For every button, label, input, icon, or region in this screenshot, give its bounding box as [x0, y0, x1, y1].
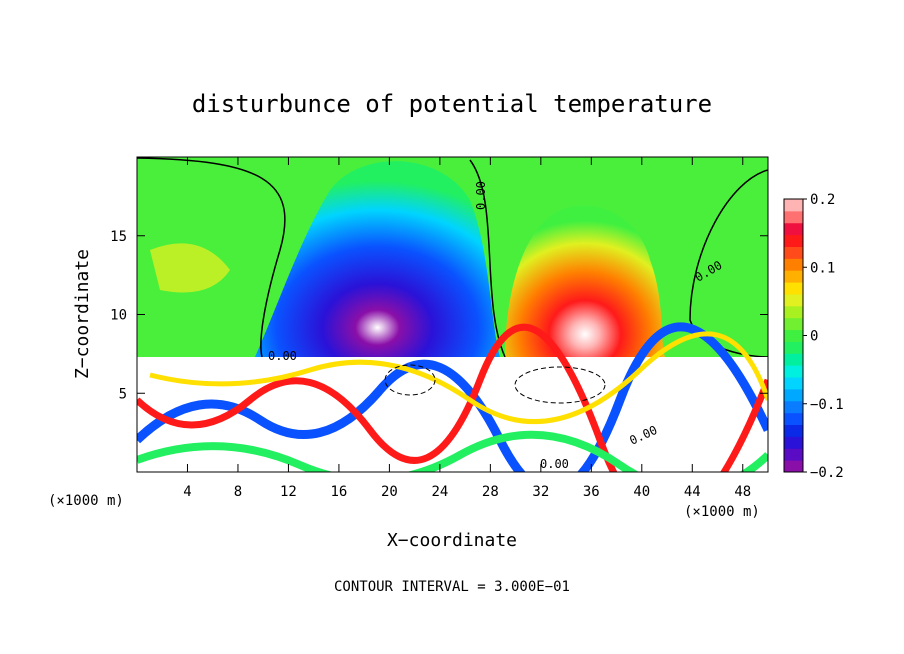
plot-area — [137, 157, 768, 472]
colorbar-swatch — [784, 210, 803, 224]
contour-label: 0.00 — [474, 181, 488, 210]
colorbar-swatch — [784, 222, 803, 236]
y-tick-label: 10 — [110, 308, 127, 324]
colorbar-swatch — [784, 341, 803, 354]
colorbar-swatch — [784, 424, 803, 437]
colorbar: 0.2 0.1 0 −0.1 −0.2 — [783, 192, 844, 481]
colorbar-swatch — [784, 412, 803, 426]
colorbar-swatch — [784, 377, 803, 390]
turbulent-band-2 — [137, 323, 768, 472]
colorbar-swatch — [784, 234, 803, 247]
x-tick-label: 48 — [734, 484, 751, 500]
turbulent-band-3 — [137, 430, 768, 472]
colorbar-swatch — [784, 199, 803, 212]
x-tick-label: 36 — [583, 484, 600, 500]
colorbar-swatch — [784, 388, 803, 402]
x-axis-ticks: 4 8 12 16 20 24 28 32 36 40 44 48 — [183, 157, 751, 500]
colorbar-swatch — [784, 365, 803, 378]
colorbar-tick-label: 0 — [810, 329, 818, 345]
colorbar-tick-label: 0.1 — [810, 260, 835, 276]
colorbar-swatch — [784, 353, 803, 366]
contour-label: 0.00 — [268, 349, 297, 363]
cold-plume — [255, 161, 500, 357]
colorbar-swatch — [784, 246, 803, 259]
colorbar-tick-label: −0.2 — [810, 465, 844, 481]
x-tick-label: 20 — [381, 484, 398, 500]
colorbar-swatch — [784, 400, 803, 414]
y-axis-ticks: 5 10 15 — [110, 229, 768, 402]
y-tick-label: 5 — [119, 386, 127, 402]
colorbar-swatch — [784, 282, 803, 295]
x-tick-label: 12 — [280, 484, 297, 500]
x-tick-label: 44 — [684, 484, 701, 500]
x-tick-label: 8 — [234, 484, 242, 500]
yellow-patch-left — [150, 243, 230, 293]
chart-title: disturbunce of potential temperature — [192, 90, 712, 118]
x-tick-label: 32 — [532, 484, 549, 500]
colorbar-swatch — [784, 329, 803, 342]
x-tick-label: 24 — [431, 484, 448, 500]
colorbar-tick-label: −0.1 — [810, 397, 844, 413]
colorbar-swatch — [784, 270, 803, 283]
turbulent-band-4 — [149, 331, 768, 425]
dashed-contour-1 — [514, 366, 606, 404]
x-unit-right: (×1000 m) — [684, 504, 760, 520]
colorbar-swatch — [784, 317, 803, 331]
x-tick-label: 16 — [330, 484, 347, 500]
colorbar-swatch — [784, 436, 803, 449]
contour-label: 0.00 — [540, 457, 569, 471]
zero-contour-mid — [469, 159, 506, 358]
x-tick-label: 40 — [633, 484, 650, 500]
dashed-contour-2 — [384, 364, 436, 396]
x-axis-label: X−coordinate — [387, 530, 517, 551]
x-tick-label: 28 — [482, 484, 499, 500]
zero-contour-right — [689, 169, 768, 358]
x-tick-label: 4 — [183, 484, 191, 500]
zero-contour-left — [137, 157, 286, 358]
warm-plume — [505, 205, 665, 357]
y-tick-label: 15 — [110, 229, 127, 245]
contour-interval-note: CONTOUR INTERVAL = 3.000E−01 — [334, 579, 570, 595]
colorbar-swatch — [784, 460, 803, 473]
colorbar-tick-label: 0.2 — [810, 192, 835, 208]
x-unit-left: (×1000 m) — [48, 493, 124, 509]
colorbar-swatch — [784, 293, 803, 307]
colorbar-swatch — [784, 305, 803, 319]
colorbar-swatch — [784, 448, 803, 461]
colorbar-swatch — [784, 258, 803, 271]
y-axis-label: Z−coordinate — [72, 249, 93, 379]
